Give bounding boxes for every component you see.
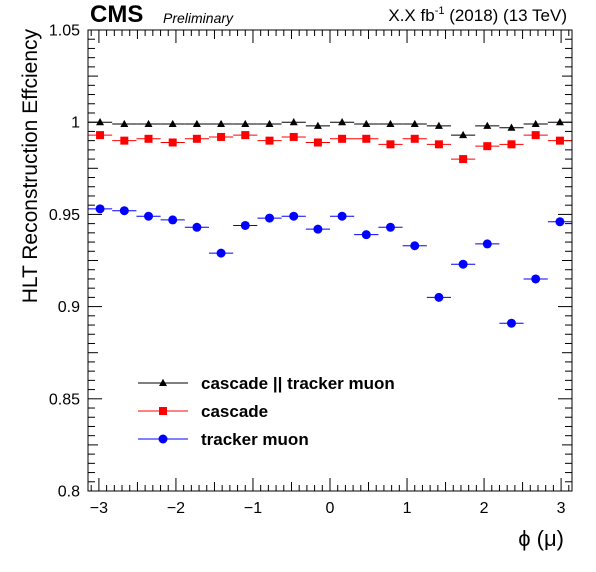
data-point (434, 292, 444, 302)
data-point (168, 119, 177, 128)
data-point (531, 119, 540, 128)
data-point (120, 119, 129, 128)
data-point (313, 121, 322, 129)
x-axis-title: ϕ (μ) (518, 526, 564, 551)
data-point (289, 132, 298, 141)
data-point (483, 142, 492, 151)
data-point (265, 213, 275, 223)
x-tick-label: 0 (326, 500, 335, 517)
data-point (216, 248, 226, 258)
legend-marker (159, 378, 167, 386)
plot-frame (87, 29, 573, 492)
data-point (119, 206, 129, 216)
data-point (385, 222, 395, 232)
data-point (313, 138, 322, 147)
y-tick-label: 0.8 (58, 484, 80, 501)
data-point (555, 136, 564, 145)
data-point (531, 131, 540, 140)
series-triangle (88, 118, 572, 139)
y-axis-title: HLT Reconstruction Effciency (19, 29, 42, 304)
lumi-label: X.X fb-1 (2018) (13 TeV) (388, 5, 567, 25)
legend-label: cascade || tracker muon (201, 374, 395, 393)
data-point (459, 130, 468, 139)
data-point (217, 119, 226, 128)
legend-label: tracker muon (201, 430, 309, 449)
legend-marker (159, 407, 167, 415)
data-point (265, 119, 274, 128)
x-tick-label: 2 (480, 500, 489, 517)
y-tick-label: 1 (71, 115, 80, 132)
data-point (362, 119, 371, 128)
legend-marker (158, 434, 168, 444)
data-point (458, 259, 468, 269)
axes-ticks: −3 −2 −1 0 1 2 3 0.8 0.85 0.9 0.95 1 1.05 (49, 23, 572, 517)
legend-entry: cascade (138, 402, 268, 421)
x-tick-label: −3 (90, 500, 108, 517)
data-point (192, 134, 201, 143)
data-point (483, 121, 492, 129)
y-tick-label: 0.85 (49, 391, 80, 408)
x-tick-label: −2 (167, 500, 185, 517)
data-point (337, 211, 347, 221)
series-circle (88, 204, 572, 328)
data-point (144, 134, 153, 143)
data-point (506, 318, 516, 328)
data-point (386, 119, 395, 128)
legend-entry: tracker muon (138, 430, 309, 449)
lumi-suffix: (2018) (13 TeV) (444, 6, 567, 25)
data-point (555, 118, 564, 126)
legend-entry: cascade || tracker muon (138, 374, 395, 393)
data-point (95, 204, 105, 214)
lumi-exponent: -1 (435, 5, 445, 17)
x-tick-label: −1 (244, 500, 262, 517)
data-point (96, 118, 105, 126)
data-point (410, 241, 420, 251)
data-point (410, 134, 419, 143)
data-point (168, 138, 177, 147)
data-point (338, 118, 347, 126)
lumi-prefix: X.X fb (388, 6, 434, 25)
data-point (240, 220, 250, 230)
legend-label: cascade (201, 402, 268, 421)
data-point (241, 131, 250, 140)
data-point (362, 134, 371, 143)
data-point (434, 121, 443, 129)
data-point (482, 239, 492, 249)
data-point (410, 119, 419, 128)
data-point (507, 140, 516, 149)
data-point (289, 118, 298, 126)
series-square (88, 131, 572, 164)
data-point (168, 215, 178, 225)
data-point (313, 224, 323, 234)
data-point (120, 136, 129, 145)
y-tick-label: 0.9 (58, 299, 80, 316)
data-point (507, 123, 516, 131)
data-point (241, 119, 250, 128)
data-point (434, 140, 443, 149)
legend: cascade || tracker muon cascade tracker mu… (138, 374, 395, 449)
data-point (192, 222, 202, 232)
data-point (144, 119, 153, 128)
y-tick-label: 1.05 (49, 23, 80, 40)
data-point (555, 217, 565, 227)
data-point (338, 134, 347, 143)
data-point (217, 132, 226, 141)
x-tick-label: 3 (557, 500, 566, 517)
series-layer (88, 118, 572, 328)
status-label: Preliminary (163, 10, 234, 26)
data-point (531, 274, 541, 284)
data-point (192, 119, 201, 128)
x-tick-label: 1 (403, 500, 412, 517)
experiment-label: CMS (90, 1, 143, 28)
data-point (459, 155, 468, 164)
data-point (144, 211, 154, 221)
data-point (96, 131, 105, 140)
data-point (289, 211, 299, 221)
data-point (361, 230, 371, 240)
data-point (265, 136, 274, 145)
y-tick-label: 0.95 (49, 207, 80, 224)
data-point (386, 140, 395, 149)
